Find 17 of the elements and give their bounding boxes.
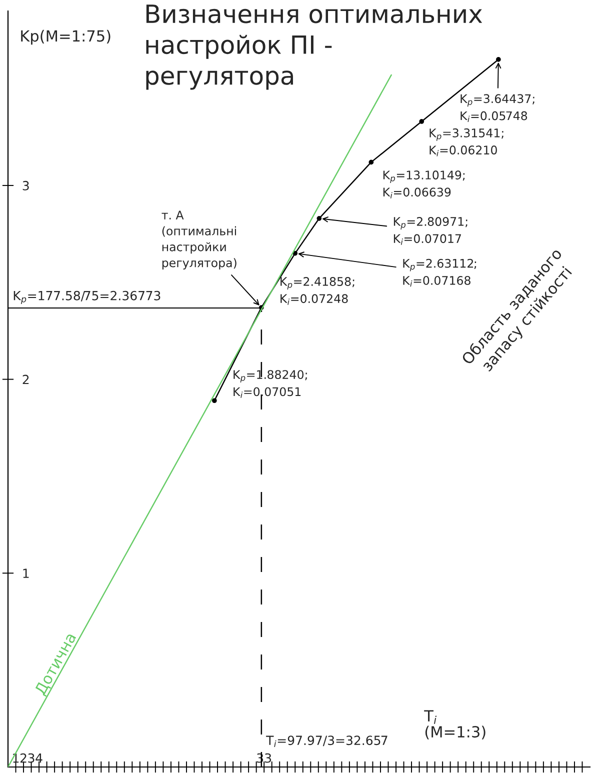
annotation: K$_{p}$=2.80971; K$_{i}$=0.07017: [394, 217, 468, 245]
y-tick-label: 2: [22, 374, 29, 384]
annotation: т. А (оптимальні настройки регулятора): [162, 210, 236, 270]
y-axis-title: Kp(M=1:75): [21, 30, 110, 45]
text: Визначення оптимальних настройок ПІ - регулятора: [146, 4, 482, 90]
y-tick-label: 1: [23, 568, 29, 578]
y-tick-label: 3: [22, 180, 29, 190]
ref-line-label: T$_{i}$=97.97/3=32.657: [266, 736, 388, 747]
x-tick-label: 4: [36, 753, 42, 763]
annotation: K$_{p}$=2.41858; K$_{i}$=0.07248: [280, 277, 354, 305]
annotation: K$_{p}$=3.64437; K$_{i}$=0.05748: [460, 94, 534, 122]
ref-line-label: K$_{p}$=177.58/75=2.36773: [14, 290, 160, 304]
x-axis-title: T$_{i}$ (M=1:3): [424, 710, 486, 740]
annotation: K$_{p}$=1.88240; K$_{i}$=0.07051: [234, 370, 307, 398]
annotation: K$_{p}$=2.63112; K$_{i}$=0.07168: [403, 258, 476, 287]
annotation: K$_{p}$=3.31541; K$_{i}$=0.06210: [430, 128, 504, 156]
annotation: K$_{p}$=13.10149; K$_{i}$=0.06639: [383, 170, 465, 198]
